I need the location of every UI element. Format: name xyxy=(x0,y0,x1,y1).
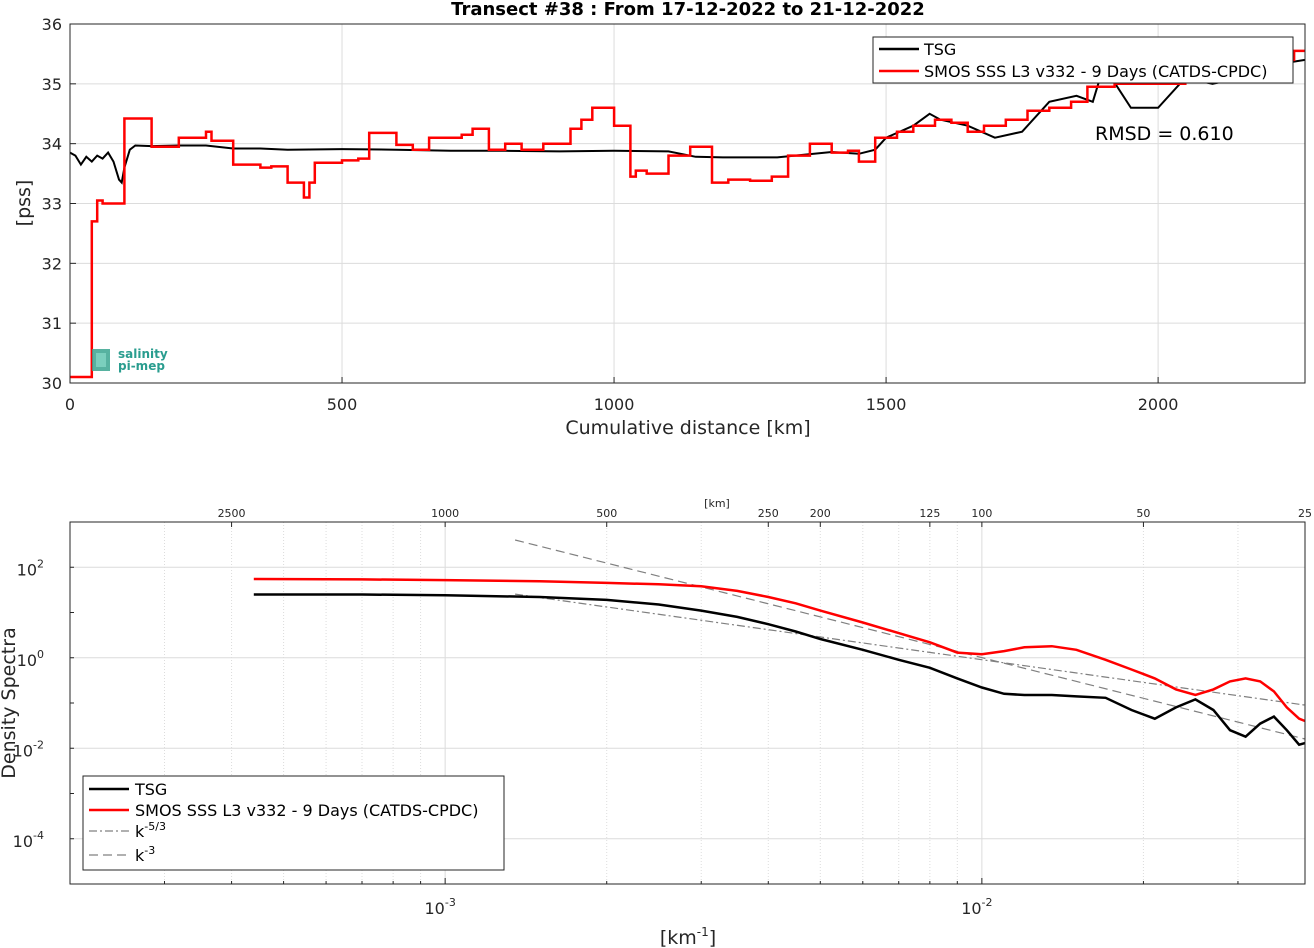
top-axis-label: [km] xyxy=(704,497,730,510)
x-tick-label: 1500 xyxy=(866,395,907,414)
legend-bottom: TSG SMOS SSS L3 v332 - 9 Days (CATDS-CPD… xyxy=(82,775,505,871)
series-line-k-3 xyxy=(514,539,1306,740)
plot-frame-bottom xyxy=(69,521,1306,885)
y-axis-label-top: [pss] xyxy=(13,180,35,227)
top-tick-label: 200 xyxy=(810,507,831,520)
x-tick-label: 1000 xyxy=(594,395,635,414)
x-tick-label: 2000 xyxy=(1138,395,1179,414)
series-line-smos xyxy=(70,49,1305,379)
legend-label-tsg: TSG xyxy=(923,40,956,59)
y-tick-label: 30 xyxy=(42,374,62,393)
legend-box-bottom xyxy=(82,775,505,871)
top-tick-label: 250 xyxy=(758,507,779,520)
spectra-chart: 10-3 10-2 10-4 10-2 100 102 2500 1000 500 250 20… xyxy=(0,497,1312,948)
series-line-k-5-3 xyxy=(515,593,1306,706)
top-tick-label: 100 xyxy=(971,507,992,520)
salinity-pi-mep-logo: salinity pi-mep xyxy=(92,347,168,373)
x-tick-label: 10-3 xyxy=(424,896,455,918)
top-tick-label: 1000 xyxy=(431,507,459,520)
top-tick-label: 500 xyxy=(596,507,617,520)
top-tick-label: 50 xyxy=(1136,507,1150,520)
y-axis-label-bottom: Density Spectra xyxy=(0,627,20,778)
y-tick-labels-top: 30 31 32 33 34 35 36 xyxy=(42,15,62,393)
y-tick-label: 10-2 xyxy=(13,738,44,760)
y-tick-label: 31 xyxy=(42,314,62,333)
chart-title: Transect #38 : From 17-12-2022 to 21-12-… xyxy=(451,0,925,20)
legend-label-k-3: k-3 xyxy=(135,844,155,865)
y-tick-label: 34 xyxy=(42,135,62,154)
rmsd-annotation: RMSD = 0.610 xyxy=(1095,123,1234,145)
x-tick-label: 500 xyxy=(327,395,358,414)
x-tick-label: 10-2 xyxy=(961,896,992,918)
y-tick-label: 100 xyxy=(17,648,44,670)
x-tick-label: 0 xyxy=(65,395,75,414)
legend-box-top xyxy=(872,36,1294,84)
series-line-smos-spectrum xyxy=(253,577,1306,723)
legend-top: TSG SMOS SSS L3 v332 - 9 Days (CATDS-CPD… xyxy=(872,36,1294,84)
y-tick-label: 32 xyxy=(42,254,62,273)
legend-label-smos: SMOS SSS L3 v332 - 9 Days (CATDS-CPDC) xyxy=(924,62,1267,81)
top-tick-label: 2500 xyxy=(218,507,246,520)
series-group-top xyxy=(69,49,1306,379)
legend-label-smos-spectrum: SMOS SSS L3 v332 - 9 Days (CATDS-CPDC) xyxy=(135,801,478,820)
logo-text-line2: pi-mep xyxy=(118,359,165,373)
legend-label-k-5-3: k-5/3 xyxy=(135,820,166,841)
y-tick-label: 10-4 xyxy=(13,829,44,851)
series-line-tsg-spectrum xyxy=(253,593,1306,747)
x-tick-labels-bottom: 10-3 10-2 xyxy=(424,896,992,918)
top-tick-label: 125 xyxy=(919,507,940,520)
series-group-bottom xyxy=(253,539,1306,747)
transect-chart: 0 500 1000 1500 2000 30 31 32 33 34 35 36 Cumulati… xyxy=(13,15,1306,439)
y-tick-label: 33 xyxy=(42,195,62,214)
y-tick-label: 36 xyxy=(42,15,62,34)
x-tick-labels-top: 0 500 1000 1500 2000 xyxy=(65,395,1179,414)
logo-text-line1: salinity xyxy=(118,347,168,361)
x-axis-label-top: Cumulative distance [km] xyxy=(565,417,810,439)
y-tick-labels-bottom: 10-4 10-2 100 102 xyxy=(13,557,44,851)
top-km-tick-labels: 2500 1000 500 250 200 125 100 50 25 xyxy=(218,507,1312,527)
y-tick-label: 35 xyxy=(42,75,62,94)
y-tick-label: 102 xyxy=(17,557,44,579)
top-tick-label: 25 xyxy=(1298,507,1312,520)
plot-frame-top xyxy=(69,23,1306,384)
legend-label-tsg-spectrum: TSG xyxy=(134,780,167,799)
x-axis-label-bottom: [km-1] xyxy=(660,925,716,948)
